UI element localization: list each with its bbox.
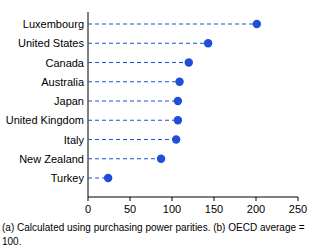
stem xyxy=(88,23,257,24)
x-tick-label: 250 xyxy=(289,203,307,215)
dot xyxy=(157,155,165,163)
dot xyxy=(172,135,180,143)
stem xyxy=(88,62,189,63)
dot xyxy=(204,39,212,47)
stem xyxy=(88,120,178,121)
x-axis xyxy=(88,197,298,198)
x-tick xyxy=(88,197,89,201)
category-label: New Zealand xyxy=(19,153,84,165)
category-label: Turkey xyxy=(51,172,85,184)
dot xyxy=(185,58,193,66)
x-tick xyxy=(298,197,299,201)
dot xyxy=(253,20,261,28)
category-label: United States xyxy=(18,37,85,49)
dot xyxy=(174,97,182,105)
category-label: Luxembourg xyxy=(23,18,84,30)
x-tick-label: 200 xyxy=(247,203,265,215)
x-tick-label: 100 xyxy=(163,203,181,215)
dot xyxy=(174,116,182,124)
category-label: United Kingdom xyxy=(6,114,84,126)
marks xyxy=(88,20,261,182)
dot xyxy=(104,174,112,182)
x-tick-label: 150 xyxy=(205,203,223,215)
category-label: Japan xyxy=(54,95,84,107)
category-label: Canada xyxy=(45,57,84,69)
chart: 0 50 100 150 200 250 Luxembourg United States Ca… xyxy=(0,0,319,218)
stem xyxy=(88,43,208,44)
x-tick-label: 50 xyxy=(124,203,136,215)
category-label: Australia xyxy=(41,76,85,88)
stem xyxy=(88,100,178,101)
x-tick xyxy=(172,197,173,201)
stem xyxy=(88,158,161,159)
y-axis xyxy=(88,12,89,197)
x-tick xyxy=(214,197,215,201)
dot xyxy=(175,78,183,86)
x-tick xyxy=(130,197,131,201)
stem xyxy=(88,81,180,82)
x-tick-label: 0 xyxy=(85,203,91,215)
category-label: Italy xyxy=(64,134,85,146)
stem xyxy=(88,139,176,140)
footnote: (a) Calculated using purchasing power pa… xyxy=(2,221,314,249)
x-tick xyxy=(256,197,257,201)
